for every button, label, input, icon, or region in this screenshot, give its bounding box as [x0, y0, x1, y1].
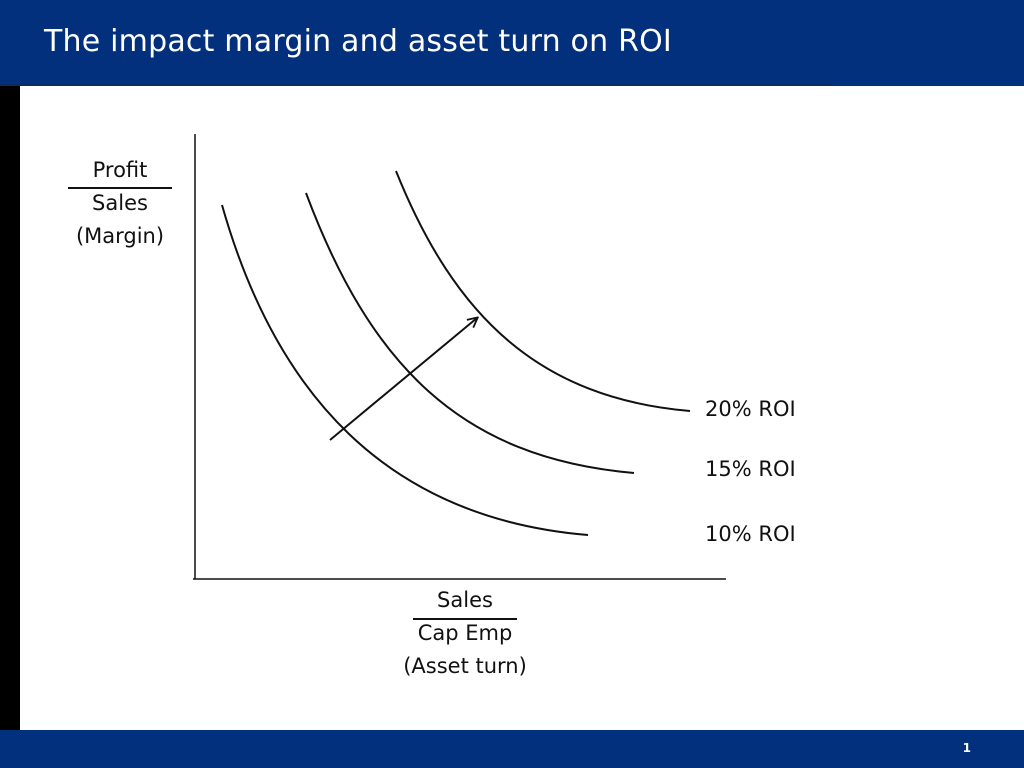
y-axis-fraction-bar: [68, 187, 172, 189]
x-axis-fraction-bar: [413, 618, 517, 620]
y-axis-caption: (Margin): [75, 224, 165, 248]
curve-15-roi: [305, 192, 635, 474]
slide-footer: 1: [0, 730, 1024, 768]
y-axis-denominator: Sales: [92, 191, 148, 215]
curve-20-roi: [395, 170, 691, 412]
curve-label-10-roi: 10% ROI: [705, 522, 796, 546]
curve-label-20-roi: 20% ROI: [705, 397, 796, 421]
curve-label-15-roi: 15% ROI: [705, 457, 796, 481]
page-number: 1: [962, 741, 971, 755]
x-axis-denominator: Cap Emp: [417, 621, 513, 645]
header-accent-line: [0, 84, 830, 86]
y-axis-numerator: Profit: [92, 158, 148, 182]
slide-title: The impact margin and asset turn on ROI: [44, 24, 672, 59]
x-axis-caption: (Asset turn): [403, 654, 527, 678]
slide-header: The impact margin and asset turn on ROI: [0, 0, 1024, 86]
curve-10-roi: [221, 204, 589, 536]
left-edge-bar: [0, 86, 20, 730]
x-axis-numerator: Sales: [437, 588, 493, 612]
roi-increase-arrow: [329, 318, 477, 441]
